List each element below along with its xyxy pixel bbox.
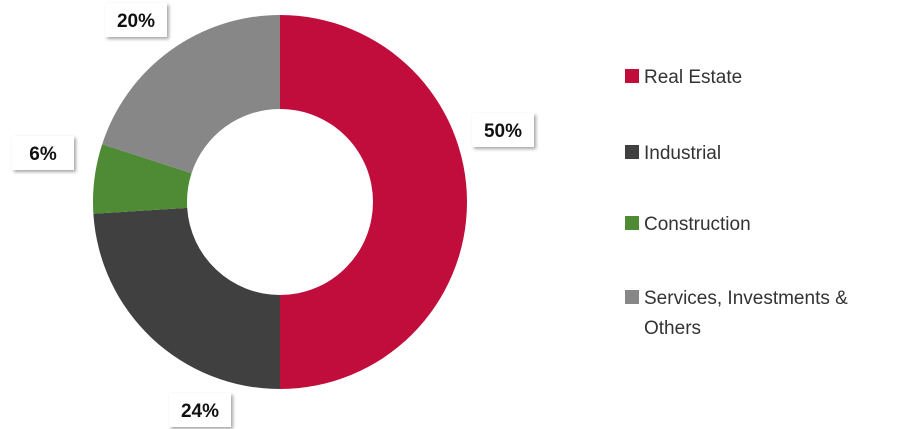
slice-services-investments-others (102, 15, 280, 174)
legend-swatch (625, 216, 639, 230)
slice-real-estate (280, 15, 467, 389)
legend-swatch (625, 290, 639, 304)
legend-item-industrial: Industrial (625, 143, 721, 164)
legend-item-construction: Construction (625, 214, 751, 235)
data-label-box (12, 136, 74, 170)
data-label-box (169, 393, 231, 427)
legend-swatch (625, 69, 639, 83)
data-label-text: 50% (484, 121, 522, 142)
slice-industrial (93, 207, 280, 389)
data-label-text: 24% (181, 401, 219, 422)
data-label-box (105, 3, 167, 37)
slice-construction (93, 144, 192, 214)
data-labels: 50% 24% 6% 20% (12, 3, 534, 427)
legend: Real Estate Industrial Construction Service… (625, 67, 848, 339)
donut-slices (93, 15, 467, 389)
data-label-industrial: 24% (169, 393, 231, 427)
data-label-services-investments-others: 20% (105, 3, 167, 37)
legend-item-real-estate: Real Estate (625, 67, 742, 88)
legend-label: Services, Investments & Others (644, 288, 848, 339)
legend-label: Real Estate (644, 67, 742, 88)
data-label-text: 6% (29, 144, 57, 165)
data-label-construction: 6% (12, 136, 74, 170)
legend-label: Industrial (644, 143, 721, 164)
legend-swatch (625, 145, 639, 159)
data-label-text: 20% (117, 11, 155, 32)
legend-label: Construction (644, 214, 751, 235)
legend-item-services-investments-others: Services, Investments & Others (625, 288, 848, 339)
data-label-real-estate: 50% (472, 113, 534, 147)
data-label-box (472, 113, 534, 147)
